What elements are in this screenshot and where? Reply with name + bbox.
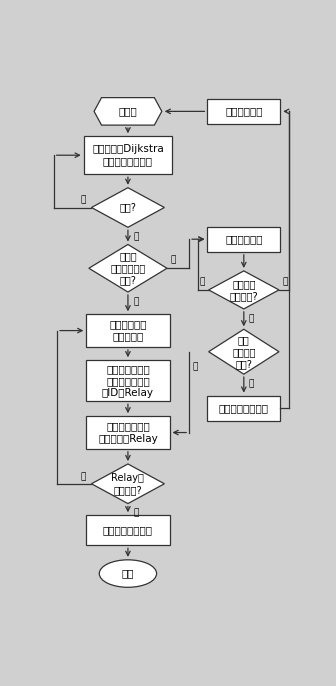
Ellipse shape [99, 560, 157, 587]
Text: 否: 否 [133, 297, 138, 306]
Text: 是: 是 [200, 277, 205, 286]
FancyBboxPatch shape [86, 314, 170, 347]
Text: 重置波束宽度: 重置波束宽度 [225, 106, 262, 117]
Polygon shape [91, 188, 164, 227]
Text: 初始化: 初始化 [119, 106, 137, 117]
Text: 发送节点死亡报告: 发送节点死亡报告 [219, 403, 269, 413]
FancyBboxPatch shape [86, 416, 170, 449]
Text: 下一辅
助中继是目标
节点?: 下一辅 助中继是目标 节点? [110, 251, 145, 285]
Polygon shape [209, 271, 279, 309]
FancyBboxPatch shape [207, 99, 280, 124]
Text: 否: 否 [249, 314, 254, 323]
Text: 波束宽度
小于阈値?: 波束宽度 小于阈値? [229, 279, 258, 301]
Text: 结束: 结束 [122, 569, 134, 578]
Text: 是: 是 [249, 379, 254, 388]
Text: 成功?: 成功? [120, 202, 136, 213]
FancyBboxPatch shape [86, 515, 170, 545]
FancyBboxPatch shape [86, 360, 170, 401]
Text: 增大波束宽度: 增大波束宽度 [225, 234, 262, 244]
Text: 源节点利用Dijkstra
算法寻找辅助中继: 源节点利用Dijkstra 算法寻找辅助中继 [92, 144, 164, 166]
Text: 确定发送功率，
将数据发给Relay: 确定发送功率， 将数据发给Relay [98, 421, 158, 444]
Text: 剩余
能量小于
阈値?: 剩余 能量小于 阈値? [232, 335, 256, 368]
Text: 否: 否 [283, 277, 288, 286]
FancyBboxPatch shape [207, 226, 280, 252]
Text: 是: 是 [133, 233, 138, 241]
Text: 是: 是 [171, 255, 176, 264]
Polygon shape [89, 244, 167, 292]
Text: 否: 否 [81, 472, 86, 481]
Text: 否: 否 [81, 196, 86, 204]
Text: 构建虚拟簇和
簇身份矩阵: 构建虚拟簇和 簇身份矩阵 [109, 320, 147, 342]
Polygon shape [91, 464, 164, 504]
Text: 向源节点发送确认: 向源节点发送确认 [103, 525, 153, 535]
FancyBboxPatch shape [84, 137, 172, 174]
Polygon shape [209, 329, 279, 374]
Text: Relay是
目标节点?: Relay是 目标节点? [112, 473, 144, 495]
Text: 是: 是 [133, 508, 138, 517]
Text: 否: 否 [193, 362, 198, 371]
FancyBboxPatch shape [207, 396, 280, 421]
Text: 计算簇内节点的
加权値，令该节
点ID为Relay: 计算簇内节点的 加权値，令该节 点ID为Relay [102, 364, 154, 398]
Polygon shape [94, 97, 162, 125]
